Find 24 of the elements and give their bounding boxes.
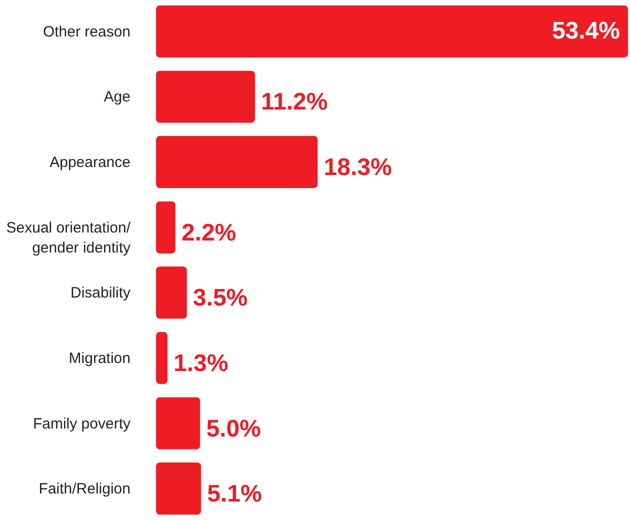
data-label: 18.3% xyxy=(324,154,392,182)
bar xyxy=(156,201,176,254)
bar xyxy=(156,136,318,188)
data-label: 53.4% xyxy=(552,17,620,44)
y-tick-label: Family poverty xyxy=(32,415,131,432)
y-tick-label: Faith/Religion xyxy=(38,480,130,498)
data-label: 5.1% xyxy=(207,480,262,508)
bar xyxy=(156,397,200,450)
data-label: 5.0% xyxy=(206,415,261,442)
data-label: 2.2% xyxy=(181,219,236,246)
bar xyxy=(156,70,255,123)
y-tick-label: Disability xyxy=(70,284,131,302)
bar xyxy=(156,462,202,515)
y-tick-label: Other reason xyxy=(42,23,130,40)
bar xyxy=(156,5,628,58)
y-tick-label: Sexual orientation/ gender identity xyxy=(6,219,132,256)
data-label: 1.3% xyxy=(173,350,228,377)
data-label: 11.2% xyxy=(260,88,328,116)
y-tick-label: Migration xyxy=(68,350,130,367)
bar xyxy=(156,266,187,319)
y-tick-label: Age xyxy=(104,88,130,106)
y-tick-label: Appearance xyxy=(50,154,130,172)
data-label: 3.5% xyxy=(192,284,248,312)
bar xyxy=(156,332,168,384)
